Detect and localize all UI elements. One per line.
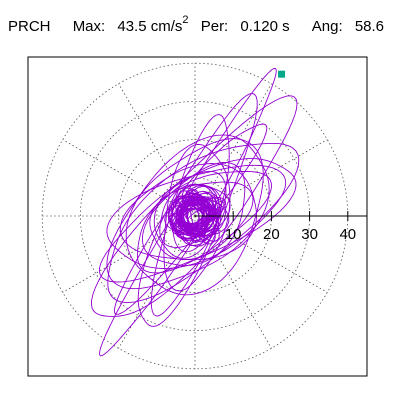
- peak-marker: [278, 70, 286, 78]
- ang-value: 58.6: [354, 18, 385, 35]
- orbit-loop: [159, 183, 231, 248]
- orbit-core-loop: [182, 204, 200, 228]
- radial-ticks: 10 20 30 40: [225, 211, 356, 243]
- max-value: 43.5: [117, 18, 147, 35]
- peak-marker-group: [278, 70, 286, 78]
- per-unit: s: [282, 18, 290, 35]
- orbit-core-loop: [181, 201, 209, 231]
- orbit-loop: [113, 123, 268, 315]
- tick-label-30: 30: [301, 226, 318, 243]
- orbit-loop: [99, 67, 277, 357]
- header-readout: PRCH Max: 43.5 cm/s2 Per: 0.120 s Ang: 5…: [8, 14, 385, 38]
- orbit-loop: [163, 143, 231, 292]
- orbit-core-loop: [171, 192, 211, 240]
- per-value: 0.120: [240, 18, 278, 35]
- orbit-loop: [91, 95, 298, 317]
- per-label: Per:: [200, 18, 229, 35]
- tick-label-20: 20: [263, 226, 280, 243]
- orbit-traces: [91, 67, 300, 357]
- ang-label: Ang:: [311, 18, 343, 35]
- orbit-loop: [98, 158, 297, 283]
- tick-label-40: 40: [339, 226, 356, 243]
- station-code: PRCH: [8, 18, 51, 35]
- orbit-loop: [141, 162, 246, 266]
- max-label: Max:: [72, 18, 106, 35]
- max-unit: cm/s2: [150, 14, 189, 35]
- orbit-core-loop: [167, 196, 215, 236]
- orbit-loop: [150, 114, 230, 317]
- orbit-loop: [149, 181, 254, 261]
- orbit-core-loop: [179, 199, 218, 233]
- orbit-core-loop: [179, 185, 219, 247]
- max-unit-exponent: 2: [182, 14, 189, 26]
- tick-label-10: 10: [225, 226, 242, 243]
